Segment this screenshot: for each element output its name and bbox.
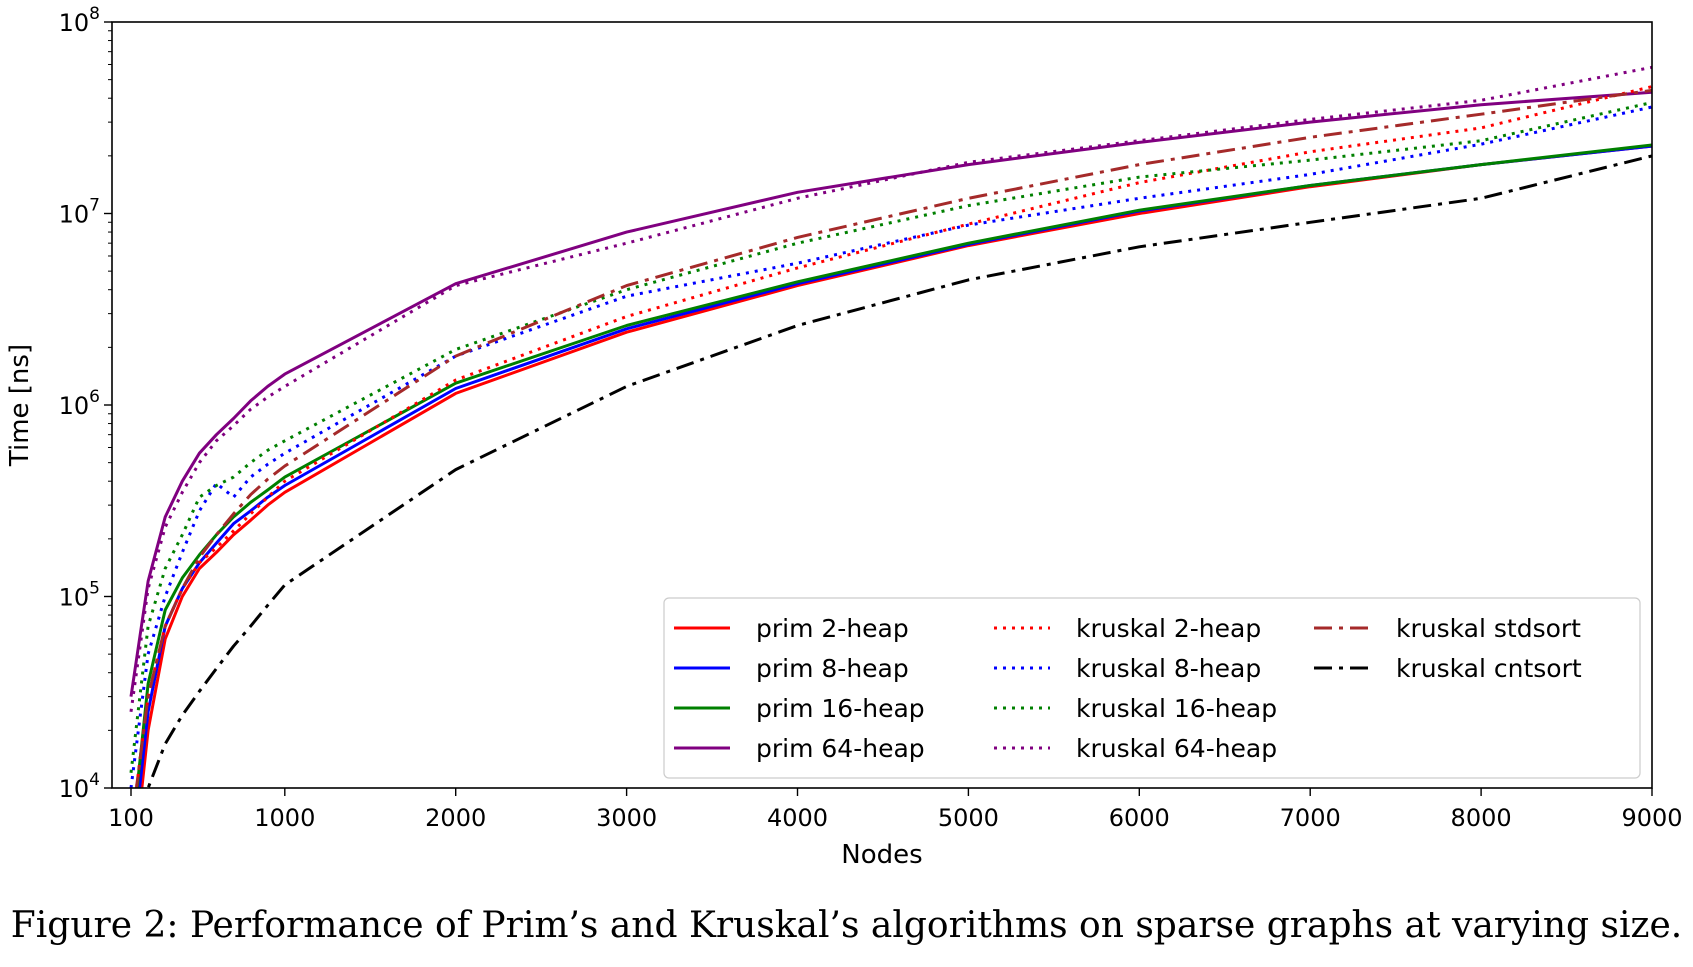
- series-kruskal-cntsort: [146, 154, 1652, 788]
- x-axis-label: Nodes: [841, 840, 922, 870]
- y-tick-exponent: 5: [89, 579, 100, 599]
- x-tick-label: 7000: [1280, 804, 1341, 832]
- legend-label: prim 16-heap: [756, 694, 925, 723]
- x-tick-label: 6000: [1109, 804, 1170, 832]
- chart: 100 1000 2000 3000 4000 5000 6000 7000 8000 9000 …: [5, 4, 1683, 870]
- legend-label: kruskal 64-heap: [1076, 734, 1277, 763]
- series-prim-2-heap: [140, 144, 1652, 788]
- y-tick-base: 10: [59, 392, 90, 420]
- y-axis-label: Time [ns]: [5, 344, 35, 467]
- y-tick-base: 10: [59, 584, 90, 612]
- y-tick-label: 108: [59, 4, 100, 37]
- y-tick-base: 10: [59, 775, 90, 803]
- series-layer: [129, 65, 1652, 788]
- x-axis: 100 1000 2000 3000 4000 5000 6000 7000 8000 9000: [108, 788, 1683, 832]
- series-kruskal-16-heap: [129, 101, 1652, 773]
- y-tick-label: 107: [59, 196, 100, 229]
- y-tick-base: 10: [59, 201, 90, 229]
- legend-label: kruskal 2-heap: [1076, 614, 1261, 643]
- legend-label: prim 8-heap: [756, 654, 909, 683]
- y-tick-label: 105: [59, 579, 100, 612]
- series-kruskal-8-heap: [129, 105, 1652, 788]
- x-tick-label: 100: [108, 804, 154, 832]
- y-tick-exponent: 6: [89, 387, 100, 407]
- x-tick-label: 1000: [254, 804, 315, 832]
- figure-caption: Figure 2: Performance of Prim’s and Krus…: [10, 905, 1683, 946]
- y-tick-exponent: 8: [89, 4, 100, 24]
- series-prim-16-heap: [135, 143, 1652, 788]
- x-tick-label: 2000: [425, 804, 486, 832]
- x-tick-label: 9000: [1621, 804, 1682, 832]
- legend-label: kruskal stdsort: [1396, 614, 1581, 643]
- x-tick-label: 4000: [767, 804, 828, 832]
- y-tick-base: 10: [59, 9, 90, 37]
- y-tick-label: 104: [59, 770, 100, 803]
- series-kruskal-stdsort: [134, 88, 1652, 788]
- legend-label: prim 2-heap: [756, 614, 909, 643]
- x-tick-label: 5000: [938, 804, 999, 832]
- legend-label: kruskal 16-heap: [1076, 694, 1277, 723]
- legend-box: [663, 597, 1641, 779]
- legend-label: kruskal 8-heap: [1076, 654, 1261, 683]
- y-tick-exponent: 4: [89, 770, 100, 790]
- y-tick-exponent: 7: [89, 196, 100, 216]
- y-tick-label: 106: [59, 387, 100, 420]
- series-prim-64-heap: [129, 90, 1652, 697]
- legend-label: prim 64-heap: [756, 734, 925, 763]
- legend: prim 2-heap prim 8-heap prim 16-heap prim 6…: [663, 597, 1641, 779]
- legend-label: kruskal cntsort: [1396, 654, 1582, 683]
- x-tick-label: 3000: [596, 804, 657, 832]
- x-tick-label: 8000: [1451, 804, 1512, 832]
